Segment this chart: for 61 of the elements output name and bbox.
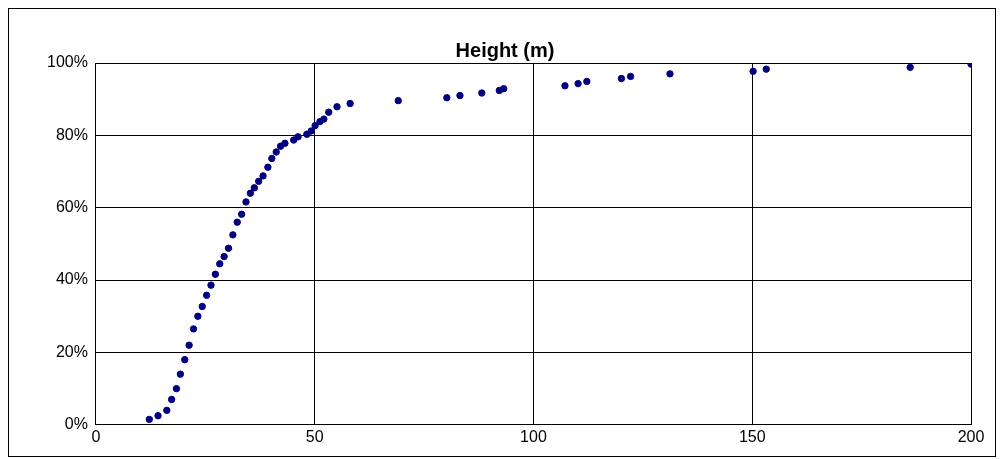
point [194, 312, 202, 320]
point [272, 148, 280, 156]
chart-title: Height (m) [455, 38, 555, 61]
point [207, 281, 215, 289]
point [224, 244, 233, 252]
point [259, 172, 267, 180]
point [229, 231, 237, 239]
x-tick-label: 50 [305, 427, 324, 445]
point [176, 370, 185, 378]
point [762, 65, 770, 73]
y-tick-label: 80% [55, 125, 88, 143]
point [264, 163, 272, 171]
x-tick-label: 150 [738, 427, 766, 445]
point [443, 94, 451, 102]
point [281, 139, 289, 148]
point [163, 406, 171, 415]
point [145, 415, 153, 424]
point [333, 103, 341, 111]
point [346, 99, 354, 108]
point [906, 63, 914, 72]
point [268, 154, 276, 163]
point [307, 127, 315, 135]
point [626, 72, 635, 81]
point [394, 96, 402, 105]
point [246, 189, 255, 197]
point [456, 91, 464, 100]
point [189, 325, 198, 333]
point [583, 77, 591, 86]
point [320, 115, 328, 123]
x-tick-label: 200 [957, 427, 985, 445]
y-tick-label: 20% [55, 342, 88, 360]
point [202, 291, 211, 299]
x-tick-label: 100 [520, 427, 547, 445]
point [167, 395, 176, 404]
point [478, 89, 486, 97]
point [254, 177, 263, 186]
y-tick-label: 60% [55, 198, 88, 216]
point [666, 70, 674, 78]
point [198, 302, 206, 311]
point [185, 341, 193, 349]
point [561, 82, 569, 90]
point [172, 384, 181, 393]
y-tick-label: 40% [55, 270, 88, 288]
point [211, 270, 220, 278]
point [749, 67, 757, 76]
point [574, 79, 582, 88]
point [216, 260, 224, 268]
point [324, 108, 333, 116]
point [220, 252, 228, 261]
point [617, 74, 626, 83]
point [242, 198, 250, 206]
point [237, 210, 246, 218]
point [233, 218, 241, 226]
point [154, 412, 162, 420]
point [250, 184, 259, 192]
point [181, 355, 189, 364]
y-tick-label: 0% [64, 415, 88, 433]
x-tick-label: 0 [91, 427, 101, 445]
point [294, 133, 302, 141]
point [500, 84, 508, 93]
y-tick-label: 100% [47, 53, 88, 71]
